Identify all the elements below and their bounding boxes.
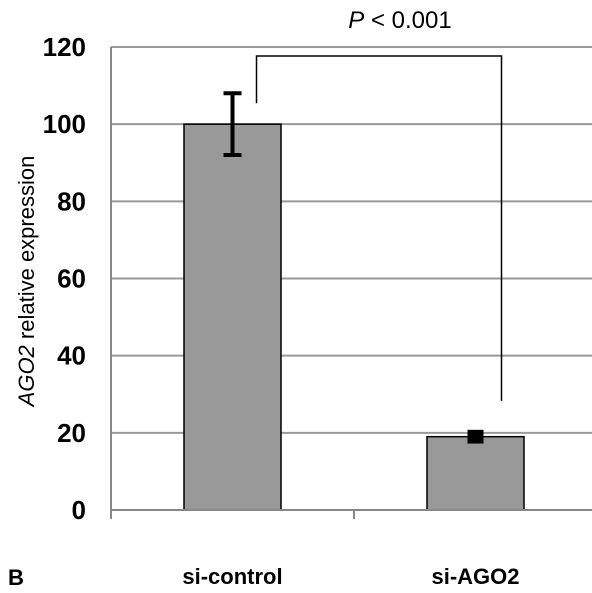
gridlines [111,46,592,434]
significance-bracket [255,55,503,401]
y-tick-label-100: 100 [43,109,86,139]
bar-si-AGO2 [426,435,525,511]
y-axis-label: AGO2 relative expression [14,156,39,409]
p-value-text: < 0.001 [364,7,451,34]
panel-label: B [8,565,24,590]
error-bars [223,91,484,444]
error-bar-si-AGO2 [467,429,484,444]
axes [110,47,592,519]
significance-bracket-line [255,55,503,401]
bar-si-control [183,123,282,511]
y-tick-label-40: 40 [57,341,86,371]
y-tick-label-80: 80 [57,186,86,216]
y-axis-label-text: relative expression [14,156,39,346]
p-value-symbol: P [348,7,364,34]
x-tick-label-si-AGO2: si-AGO2 [431,564,519,589]
p-value-label: P < 0.001 [348,7,451,34]
y-tick-label-0: 0 [72,495,86,525]
category-labels: si-control si-AGO2 [182,564,519,589]
y-tick-labels: 0 20 40 60 80 100 120 [43,32,86,525]
x-tick-label-si-control: si-control [182,564,282,589]
bars [183,123,525,511]
y-axis-label-gene: AGO2 [14,345,39,408]
y-tick-label-20: 20 [57,418,86,448]
y-tick-label-60: 60 [57,264,86,294]
y-tick-label-120: 120 [43,32,86,62]
